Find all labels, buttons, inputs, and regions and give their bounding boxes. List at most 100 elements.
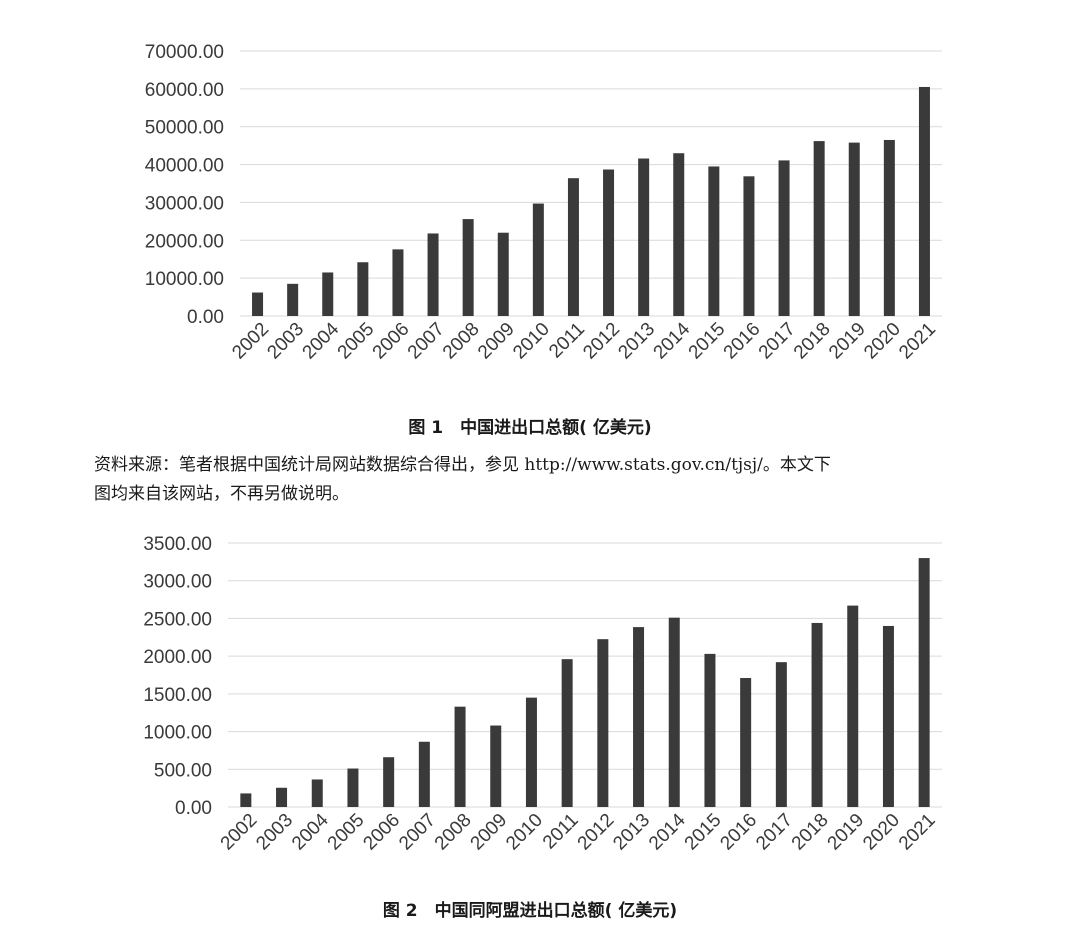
chart2-bar-2008 [454,706,466,807]
chart1-bar-2021 [918,86,930,316]
chart1-bar-2012 [603,169,615,316]
chart1-x-tick-label: 2015 [685,319,730,364]
chart2-x-tick-label: 2012 [574,810,619,855]
chart2-x-tick-label: 2010 [502,810,547,855]
chart1-x-tick-label: 2004 [299,318,344,363]
chart1-x-tick-label: 2012 [579,319,624,364]
chart2-bar-2004 [311,779,323,807]
chart1-x-tick-label: 2009 [474,319,519,364]
chart1-bar-2017 [778,160,790,316]
chart2-x-tick-label: 2015 [681,810,726,855]
chart2-bar-2013 [633,627,645,807]
chart1-x-tick-label: 2021 [895,319,940,364]
chart2-x-tick-label: 2019 [824,810,869,855]
source-note-line-2: 图均来自该网站，不再另做说明。 [94,484,349,504]
chart1-x-tick-label: 2013 [614,319,659,364]
chart1-x-tick-label: 2014 [650,318,695,363]
chart1-x-tick-label: 2019 [825,319,870,364]
chart1-x-tick-label: 2002 [228,319,273,364]
chart1-y-tick-label: 0.00 [187,307,224,328]
chart2-bar-2017 [775,662,787,807]
chart1-bar-2011 [567,178,579,316]
chart1-y-tick-label: 40000.00 [145,156,224,177]
chart2-bar-2019 [847,605,859,807]
chart1-y-tick-label: 30000.00 [145,193,224,214]
chart1-bar-2013 [638,158,650,316]
chart2-x-tick-label: 2021 [895,810,940,855]
chart1-x-tick-label: 2003 [263,319,308,364]
source-note-line-1: 资料来源：笔者根据中国统计局网站数据综合得出，参见 http://www.sta… [94,455,831,475]
chart2-bar-2010 [525,697,537,807]
figure-2-caption: 图 2 中国同阿盟进出口总额( 亿美元) [382,901,678,921]
chart2-bar-2006 [383,757,395,807]
chart1-x-tick-label: 2016 [720,319,765,364]
chart2-x-tick-label: 2020 [859,810,904,855]
chart1-x-tick-label: 2006 [369,319,414,364]
chart1-x-tick-label: 2020 [860,319,905,364]
chart2-bar-2014 [668,617,680,807]
chart1-x-tick-label: 2017 [755,319,800,364]
chart1-bar-2005 [357,262,369,316]
chart2-bar-2016 [740,678,752,807]
chart2-y-tick-label: 2500.00 [143,609,212,630]
chart2-x-tick-label: 2014 [645,809,690,854]
chart1-x-tick-label: 2010 [509,319,554,364]
chart2-bar-2021 [918,558,930,807]
chart2-x-tick-label: 2013 [609,810,654,855]
chart1-bar-2002 [252,292,264,316]
chart2-x-tick-label: 2017 [752,810,797,855]
chart2-x-tick-label: 2004 [288,809,333,854]
chart2-bar-2011 [561,659,573,807]
chart1-bar-2010 [532,203,544,316]
chart2-y-tick-label: 3500.00 [143,534,212,555]
chart2-x-tick-label: 2005 [324,810,369,855]
chart1-y-tick-label: 20000.00 [145,231,224,252]
chart2-y-tick-label: 1500.00 [143,685,212,706]
chart1-bar-2019 [848,142,860,316]
chart1-bar-2008 [462,219,474,316]
chart2-x-tick-label: 2008 [431,810,476,855]
chart2-bar-2009 [490,725,502,807]
chart1-x-tick-label: 2011 [545,319,589,363]
chart1-y-tick-label: 60000.00 [145,80,224,101]
chart2-bar-2005 [347,768,359,807]
chart2-bar-2003 [276,787,288,807]
chart1-bar-2006 [392,249,404,316]
chart2-y-tick-label: 3000.00 [143,572,212,593]
chart2-x-tick-label: 2003 [252,810,297,855]
chart1-y-tick-label: 50000.00 [145,118,224,139]
chart1-bar-2004 [322,272,334,316]
chart1-x-tick-label: 2008 [439,319,484,364]
chart2-bar-2015 [704,653,716,807]
chart2-y-tick-label: 2000.00 [143,647,212,668]
chart1-bar-2003 [287,283,299,316]
chart2-x-tick-label: 2018 [788,810,833,855]
chart2-bar-2020 [882,625,894,807]
chart2-y-tick-label: 0.00 [175,798,212,819]
chart2-x-tick-label: 2011 [539,810,583,854]
chart2-bar-2002 [240,793,252,807]
chart1-x-tick-label: 2005 [334,319,379,364]
chart1-y-tick-label: 10000.00 [145,269,224,290]
chart1-y-tick-label: 70000.00 [145,42,224,63]
chart2-bar-2018 [811,622,823,807]
chart1-bar-2015 [708,166,720,316]
chart1-bar-2009 [497,232,509,316]
chart1-bar-2014 [673,153,685,316]
chart2-y-tick-label: 1000.00 [143,723,212,744]
chart-total-trade: 0.00 10000.00 20000.00 30000.00 40000.00 5000… [145,42,942,364]
chart1-bar-2007 [427,233,439,316]
chart1-x-tick-label: 2018 [790,319,835,364]
chart2-y-tick-label: 500.00 [154,760,212,781]
chart1-x-tick-label: 2007 [404,319,449,364]
chart2-bar-2007 [418,741,430,807]
chart2-x-tick-label: 2007 [395,810,440,855]
figure-1-caption: 图 1 中国进出口总额( 亿美元) [408,418,652,438]
chart1-bar-2016 [743,176,755,316]
chart2-x-tick-label: 2009 [467,810,512,855]
chart2-x-tick-label: 2002 [217,810,262,855]
chart1-bar-2020 [883,139,895,316]
chart-arab-league-trade: 0.00 500.00 1000.00 1500.00 2000.00 2500.00 30… [143,534,942,855]
chart1-bar-2018 [813,141,825,316]
chart2-x-tick-label: 2016 [716,810,761,855]
